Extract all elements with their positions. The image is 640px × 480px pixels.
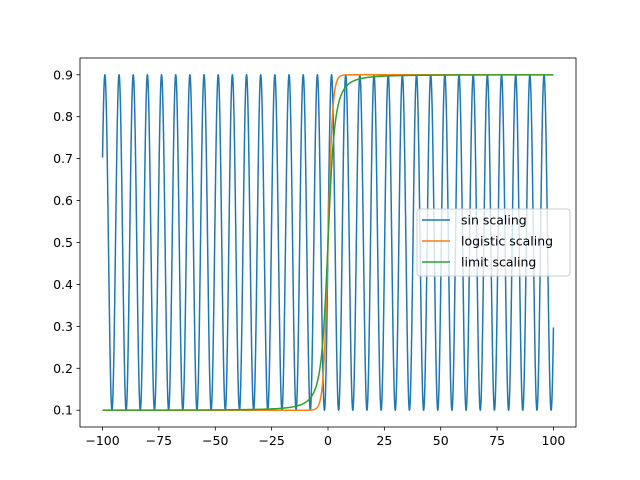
x-tick-label: 75 [489, 433, 505, 448]
x-tick-label: 25 [376, 433, 392, 448]
y-tick-label: 0.6 [53, 193, 73, 208]
x-tick-label: 100 [542, 433, 566, 448]
x-tick-label: −100 [85, 433, 119, 448]
y-tick-label: 0.2 [53, 361, 73, 376]
x-tick-label: −75 [146, 433, 172, 448]
legend-label: limit scaling [461, 255, 536, 270]
y-tick-label: 0.7 [53, 151, 73, 166]
legend-label: sin scaling [461, 213, 527, 228]
y-tick-label: 0.9 [53, 67, 73, 82]
y-tick-label: 0.1 [53, 403, 73, 418]
series-line-limit-scaling [101, 74, 555, 411]
y-tick-label: 0.4 [53, 277, 73, 292]
y-tick-label: 0.3 [53, 319, 73, 334]
x-tick-label: −50 [202, 433, 228, 448]
x-tick-label: −25 [258, 433, 284, 448]
y-tick-label: 0.5 [53, 235, 73, 250]
y-tick-label: 0.8 [53, 109, 73, 124]
x-tick-label: 50 [433, 433, 449, 448]
legend-label: logistic scaling [461, 234, 553, 249]
legend-box [416, 208, 571, 277]
legend: sin scaling logistic scaling limit scaling [416, 208, 571, 277]
series-layer [101, 74, 555, 411]
x-tick-label: 0 [324, 433, 332, 448]
axes-layer: −100 −75 −50 −25 0 25 50 75 100 0.1 0.2 0.3 0.4 0.5 0.… [53, 57, 577, 448]
